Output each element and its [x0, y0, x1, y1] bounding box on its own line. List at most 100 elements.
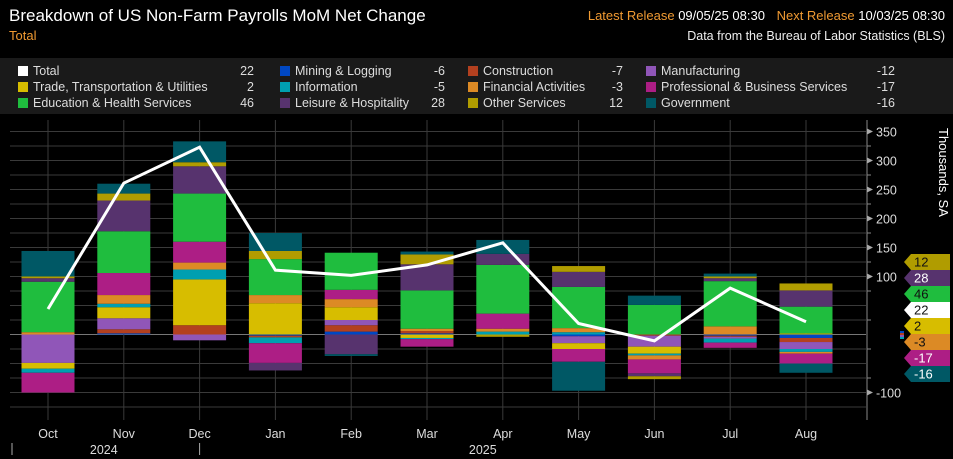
bar-segment-mining-feb: [324, 331, 378, 335]
legend-label: Government: [661, 96, 730, 110]
latest-release-label: Latest Release: [587, 8, 675, 23]
legend-label: Information: [295, 80, 358, 94]
bar-segment-professional-jun: [627, 359, 681, 374]
bar-segment-government-feb: [324, 354, 378, 356]
bar-segment-information-may: [552, 332, 606, 335]
bar-segment-leisure-may: [552, 271, 606, 287]
bar-segment-information-oct: [21, 368, 75, 373]
y-tick-label: 250: [876, 184, 897, 198]
value-tag-label-leisure: 28: [914, 271, 928, 286]
bar-segment-information-aug: [779, 349, 833, 352]
legend-item-total[interactable]: Total 22: [18, 63, 254, 79]
bar-segment-manufacturing-jul: [703, 336, 757, 339]
bar-segment-professional-aug: [779, 353, 833, 364]
value-tag-trade: [904, 318, 950, 334]
legend-value: -12: [876, 64, 895, 78]
legend-item-government[interactable]: Government -16: [646, 95, 895, 111]
x-tick-label-jul: Jul: [722, 427, 738, 441]
legend-item-manufacturing[interactable]: Manufacturing -12: [646, 63, 895, 79]
legend-label: Total: [33, 64, 60, 78]
legend-label: Leisure & Hospitality: [295, 96, 409, 110]
chart-title: Breakdown of US Non-Farm Payrolls MoM Ne…: [9, 6, 426, 25]
bar-segment-trade-nov: [97, 307, 151, 319]
bar-segment-financial-jul: [703, 326, 757, 335]
bar-segment-construction-aug: [779, 337, 833, 343]
legend-item-mining[interactable]: Mining & Logging -6: [280, 63, 445, 79]
bar-segment-trade-aug: [779, 333, 833, 335]
x-tick-label-jun: Jun: [644, 427, 664, 441]
bar-segment-financial-feb: [324, 299, 378, 308]
bar-segment-information-jan: [248, 337, 302, 344]
legend-item-professional[interactable]: Professional & Business Services -17: [646, 79, 895, 95]
legend-swatch: [280, 98, 290, 108]
bar-segment-manufacturing-nov: [97, 318, 151, 330]
bar-segment-education-may: [552, 286, 606, 329]
bar-segment-other-nov: [97, 193, 151, 201]
bar-segment-manufacturing-oct: [21, 334, 75, 363]
y-tick-label: 350: [876, 126, 897, 140]
bar-segment-information-mar: [400, 337, 454, 340]
bar-segment-leisure-apr: [476, 253, 530, 265]
bar-segment-professional-oct: [21, 372, 75, 393]
value-tag-label-professional: -17: [914, 351, 933, 366]
bar-segment-professional-dec: [173, 241, 227, 263]
legend-item-construction[interactable]: Construction -7: [468, 63, 623, 79]
bar-segment-mining-jan: [248, 334, 302, 336]
bar-segment-leisure-oct: [21, 278, 75, 282]
value-tag-label-education: 46: [914, 287, 928, 302]
bar-segment-financial-oct: [21, 332, 75, 335]
legend-label: Other Services: [483, 96, 566, 110]
legend-value: 12: [609, 96, 623, 110]
legend-item-information[interactable]: Information -5: [280, 79, 445, 95]
bar-segment-trade-oct: [21, 362, 75, 369]
bar-segment-professional-feb: [324, 289, 378, 300]
y-tick: [867, 186, 873, 193]
bar-segment-trade-may: [552, 343, 606, 349]
legend-value: -17: [876, 80, 895, 94]
value-tag-label-other: 12: [914, 255, 928, 270]
bar-segment-government-dec: [173, 141, 227, 163]
legend-item-leisure[interactable]: Leisure & Hospitality 28: [280, 95, 445, 111]
next-release-value: 10/03/25 08:30: [858, 8, 945, 23]
value-tag-government: [904, 366, 950, 382]
legend-swatch: [646, 66, 656, 76]
bar-segment-information-jul: [703, 338, 757, 343]
bar-segment-trade-dec: [173, 279, 227, 326]
value-tag-professional: [904, 350, 950, 366]
legend-swatch: [18, 66, 28, 76]
legend-item-education[interactable]: Education & Health Services 46: [18, 95, 254, 111]
y-tick: [867, 157, 873, 164]
legend-label: Education & Health Services: [33, 96, 192, 110]
legend: Total 22 Mining & Logging -6 Constructio…: [0, 58, 953, 114]
bar-segment-other-mar: [400, 254, 454, 265]
y-tick-label: 200: [876, 213, 897, 227]
bar-segment-construction-feb: [324, 325, 378, 332]
next-release-label: Next Release: [776, 8, 855, 23]
legend-item-financial[interactable]: Financial Activities -3: [468, 79, 623, 95]
bar-segment-manufacturing-dec: [173, 334, 227, 341]
y-tick-label: 150: [876, 242, 897, 256]
bar-segment-construction-jul: [703, 335, 757, 337]
legend-value: -5: [433, 80, 445, 94]
bar-segment-construction-jan: [248, 335, 302, 338]
x-tick-label-mar: Mar: [416, 427, 438, 441]
legend-item-other[interactable]: Other Services 12: [468, 95, 623, 111]
bar-segment-trade-feb: [324, 307, 378, 320]
bar-segment-education-dec: [173, 193, 227, 242]
bar-segment-construction-mar: [400, 331, 454, 334]
bar-segment-information-dec: [173, 269, 227, 280]
bar-segment-government-nov: [97, 183, 151, 194]
legend-label: Trade, Transportation & Utilities: [33, 80, 208, 94]
value-tag-financial: [904, 334, 950, 350]
bar-segment-professional-apr: [476, 313, 530, 329]
legend-label: Financial Activities: [483, 80, 586, 94]
bar-segment-leisure-jul: [703, 278, 757, 282]
y-axis-label: Thousands, SA: [936, 128, 951, 217]
bar-segment-manufacturing-feb: [324, 320, 378, 326]
legend-item-trade[interactable]: Trade, Transportation & Utilities 2: [18, 79, 254, 95]
legend-swatch: [646, 98, 656, 108]
legend-value: -6: [433, 64, 445, 78]
x-year-label-2024: 2024: [90, 443, 118, 457]
value-tag-education: [904, 286, 950, 302]
